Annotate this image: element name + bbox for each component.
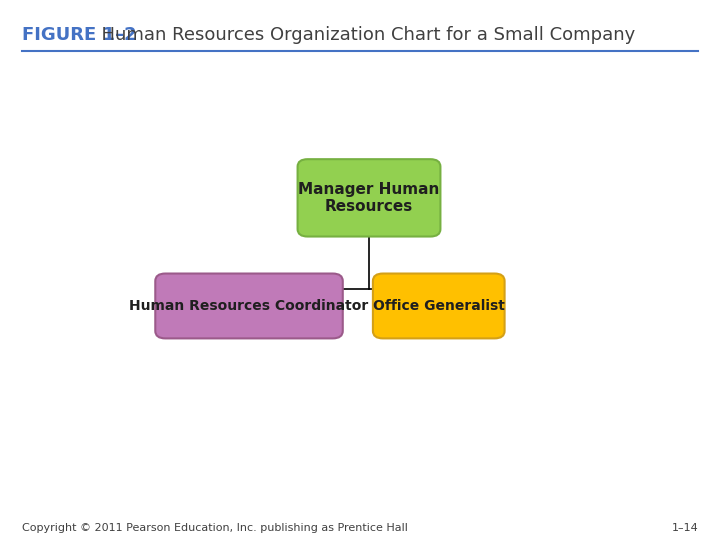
Text: Human Resources Coordinator: Human Resources Coordinator (130, 299, 369, 313)
Text: Copyright © 2011 Pearson Education, Inc. publishing as Prentice Hall: Copyright © 2011 Pearson Education, Inc.… (22, 523, 408, 533)
Text: FIGURE 1–2: FIGURE 1–2 (22, 26, 136, 44)
Text: Office Generalist: Office Generalist (373, 299, 505, 313)
Text: 1–14: 1–14 (672, 523, 698, 533)
Text: Human Resources Organization Chart for a Small Company: Human Resources Organization Chart for a… (90, 26, 635, 44)
FancyBboxPatch shape (373, 274, 505, 339)
FancyBboxPatch shape (156, 274, 343, 339)
FancyBboxPatch shape (297, 159, 441, 237)
Text: Manager Human
Resources: Manager Human Resources (298, 181, 440, 214)
